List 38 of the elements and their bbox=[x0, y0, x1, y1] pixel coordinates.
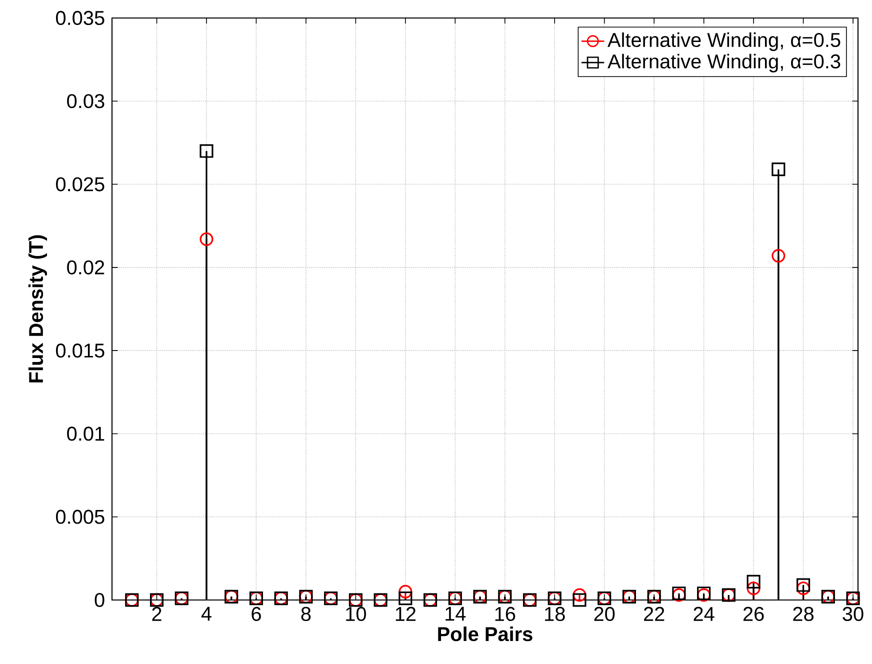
point bbox=[572, 593, 586, 607]
point bbox=[398, 584, 412, 598]
point bbox=[746, 574, 760, 588]
point bbox=[772, 249, 786, 263]
x-tick-label: 28 bbox=[793, 606, 814, 622]
y-tick-label: 0.01 bbox=[67, 426, 104, 441]
x-tick-label: 22 bbox=[644, 606, 664, 621]
x-tick-label: 12 bbox=[396, 606, 416, 621]
x-tick-label: 8 bbox=[301, 606, 311, 622]
x-tick-label: 20 bbox=[594, 606, 615, 622]
y-axis-title: Flux Density (T) bbox=[28, 235, 48, 382]
legend-label: Alternative Winding, α=0.5 bbox=[608, 32, 840, 51]
point bbox=[200, 232, 214, 246]
point bbox=[200, 144, 214, 158]
point bbox=[796, 578, 810, 592]
x-tick-label: 26 bbox=[743, 606, 764, 622]
x-tick-label: 2 bbox=[152, 606, 162, 621]
x-tick-label: 18 bbox=[545, 606, 565, 622]
y-tick-label: 0.025 bbox=[56, 177, 104, 192]
y-tick-label: 0.03 bbox=[67, 94, 104, 108]
x-axis-title: Pole Pairs bbox=[438, 626, 532, 642]
x-tick-label: 24 bbox=[694, 606, 714, 621]
y-tick-label: 0.035 bbox=[56, 10, 104, 26]
y-tick-label: 0 bbox=[94, 592, 104, 608]
x-tick-label: 10 bbox=[346, 606, 366, 622]
x-tick-label: 4 bbox=[201, 606, 212, 621]
point bbox=[796, 582, 810, 596]
point bbox=[772, 162, 786, 176]
legend-label: Alternative Winding, α=0.3 bbox=[608, 54, 840, 72]
point bbox=[398, 592, 412, 606]
y-tick-label: 0.015 bbox=[56, 344, 104, 358]
y-tick-label: 0.005 bbox=[56, 510, 104, 524]
x-tick-label: 6 bbox=[252, 606, 261, 622]
x-tick-label: 30 bbox=[842, 606, 864, 622]
x-tick-label: 14 bbox=[446, 606, 466, 621]
y-tick-label: 0.02 bbox=[67, 260, 104, 274]
point bbox=[746, 582, 760, 596]
x-tick-label: 16 bbox=[495, 606, 516, 622]
